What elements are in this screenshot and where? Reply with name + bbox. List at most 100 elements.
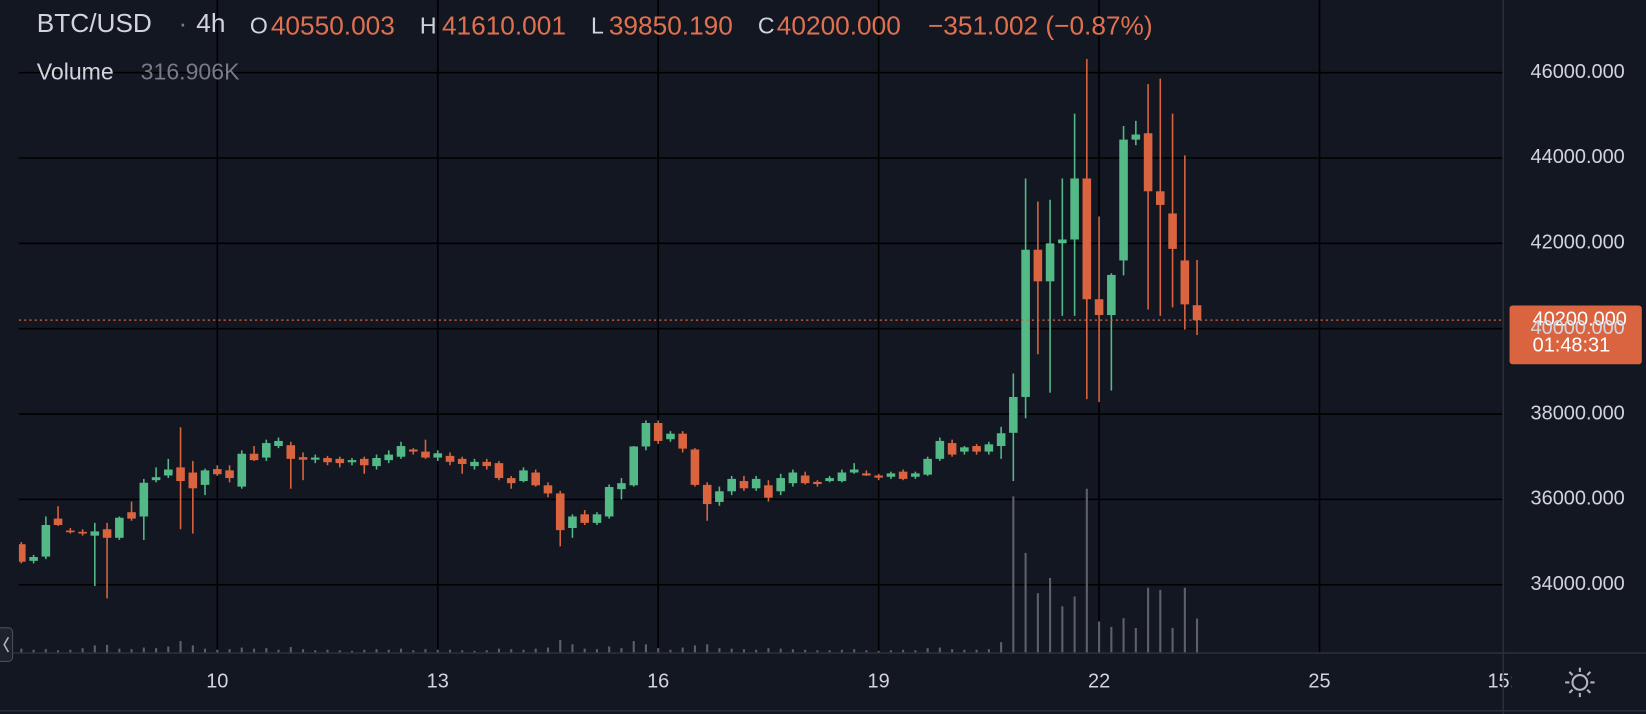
candle-body (396, 446, 406, 457)
x-tick-label: 16 (647, 671, 669, 693)
candle-body (163, 469, 173, 476)
volume-bar (1085, 488, 1088, 654)
volume-bar (608, 646, 611, 654)
y-tick-label: 46000.000 (1531, 61, 1625, 83)
candle-body (1045, 243, 1055, 282)
volume-bar (951, 649, 954, 654)
volume-bar (93, 645, 96, 654)
volume-bar (155, 648, 158, 654)
candle-body (678, 433, 687, 449)
volume-bar (1098, 621, 1101, 654)
candle-body (960, 447, 969, 452)
y-tick-label: 36000.000 (1531, 488, 1625, 510)
candle-body (127, 512, 136, 519)
candle-body (715, 491, 724, 502)
candle-body (825, 478, 834, 482)
candle-body (641, 423, 651, 447)
candle-body (1180, 260, 1190, 305)
volume-bar (816, 650, 819, 654)
volume-bar (412, 650, 415, 654)
candle-body (568, 516, 577, 528)
volume-bar (595, 649, 599, 654)
candle-body (274, 440, 283, 447)
candle-body (935, 440, 945, 459)
volume-bar (363, 649, 366, 654)
candle-body (1021, 249, 1030, 397)
volume-bar (142, 647, 145, 654)
volume-bar (44, 649, 47, 654)
settings-icon[interactable] (1565, 667, 1595, 698)
candle-body (66, 530, 75, 533)
candle-body (78, 531, 87, 534)
volume-bar (571, 644, 574, 654)
volume-bar (963, 649, 966, 654)
volume-bar (987, 649, 990, 654)
candle-body (580, 514, 590, 523)
volume-bar (1000, 642, 1003, 654)
candle-body (788, 472, 798, 484)
symbol: BTC/USD (37, 8, 152, 38)
scroll-left-button[interactable] (0, 627, 14, 662)
volume-bar (620, 648, 623, 654)
volume-bar (436, 649, 439, 654)
volume-bar (289, 647, 292, 654)
volume-bar (387, 649, 390, 654)
high-value: 41610.001 (442, 10, 566, 40)
candle-body (470, 461, 479, 467)
volume-bar (755, 649, 758, 654)
candle-body (1119, 139, 1128, 261)
candle-layer (18, 58, 1202, 599)
candle-body (666, 433, 675, 440)
volume-bar (840, 649, 843, 654)
volume-bar (779, 648, 782, 654)
close-label: C (758, 12, 775, 38)
volume-bar (424, 649, 427, 654)
volume-bar (804, 649, 807, 654)
candle-body (702, 484, 712, 505)
candle-body (335, 458, 345, 464)
volume-bar (485, 650, 488, 654)
volume-bar (314, 650, 317, 654)
volume-bar (1024, 552, 1027, 654)
volume-bar (583, 648, 586, 654)
volume-bar (57, 650, 60, 654)
candle-body (115, 517, 124, 538)
volume-bar (375, 649, 378, 654)
volume-bar (1159, 589, 1162, 654)
candle-body (1143, 133, 1153, 192)
candle-body (298, 457, 308, 460)
candle-body (898, 471, 908, 479)
candle-body (604, 487, 614, 517)
candle-body (200, 470, 210, 485)
candle-body (555, 493, 565, 531)
candle-body (923, 458, 932, 475)
volume-bar (865, 650, 868, 654)
volume-bar (240, 647, 243, 654)
candle-body (1192, 305, 1202, 321)
volume-bar (81, 648, 84, 654)
volume-bar (1147, 587, 1150, 654)
volume-bar (228, 649, 231, 654)
volume-bar (767, 648, 770, 654)
volume-bar (644, 644, 647, 654)
x-tick-label: 15:00 (1487, 671, 1537, 693)
y-tick-label: 42000.000 (1531, 232, 1625, 254)
volume-bar (32, 649, 35, 654)
candle-body (751, 478, 761, 489)
volume-bar (914, 650, 917, 654)
volume-bar (522, 649, 525, 654)
low-label: L (591, 12, 604, 38)
candle-body (543, 485, 553, 494)
volume-layer (20, 488, 1199, 654)
candle-body (237, 453, 247, 487)
candle-body (592, 514, 602, 523)
volume-bar (877, 650, 880, 654)
candle-body (617, 483, 626, 490)
candle-body (53, 518, 63, 526)
candle-body (384, 454, 394, 461)
volume-bar (791, 649, 794, 654)
volume-bar (1012, 496, 1015, 654)
volume-bar (1049, 577, 1052, 654)
x-tick-label: 10 (206, 671, 228, 693)
